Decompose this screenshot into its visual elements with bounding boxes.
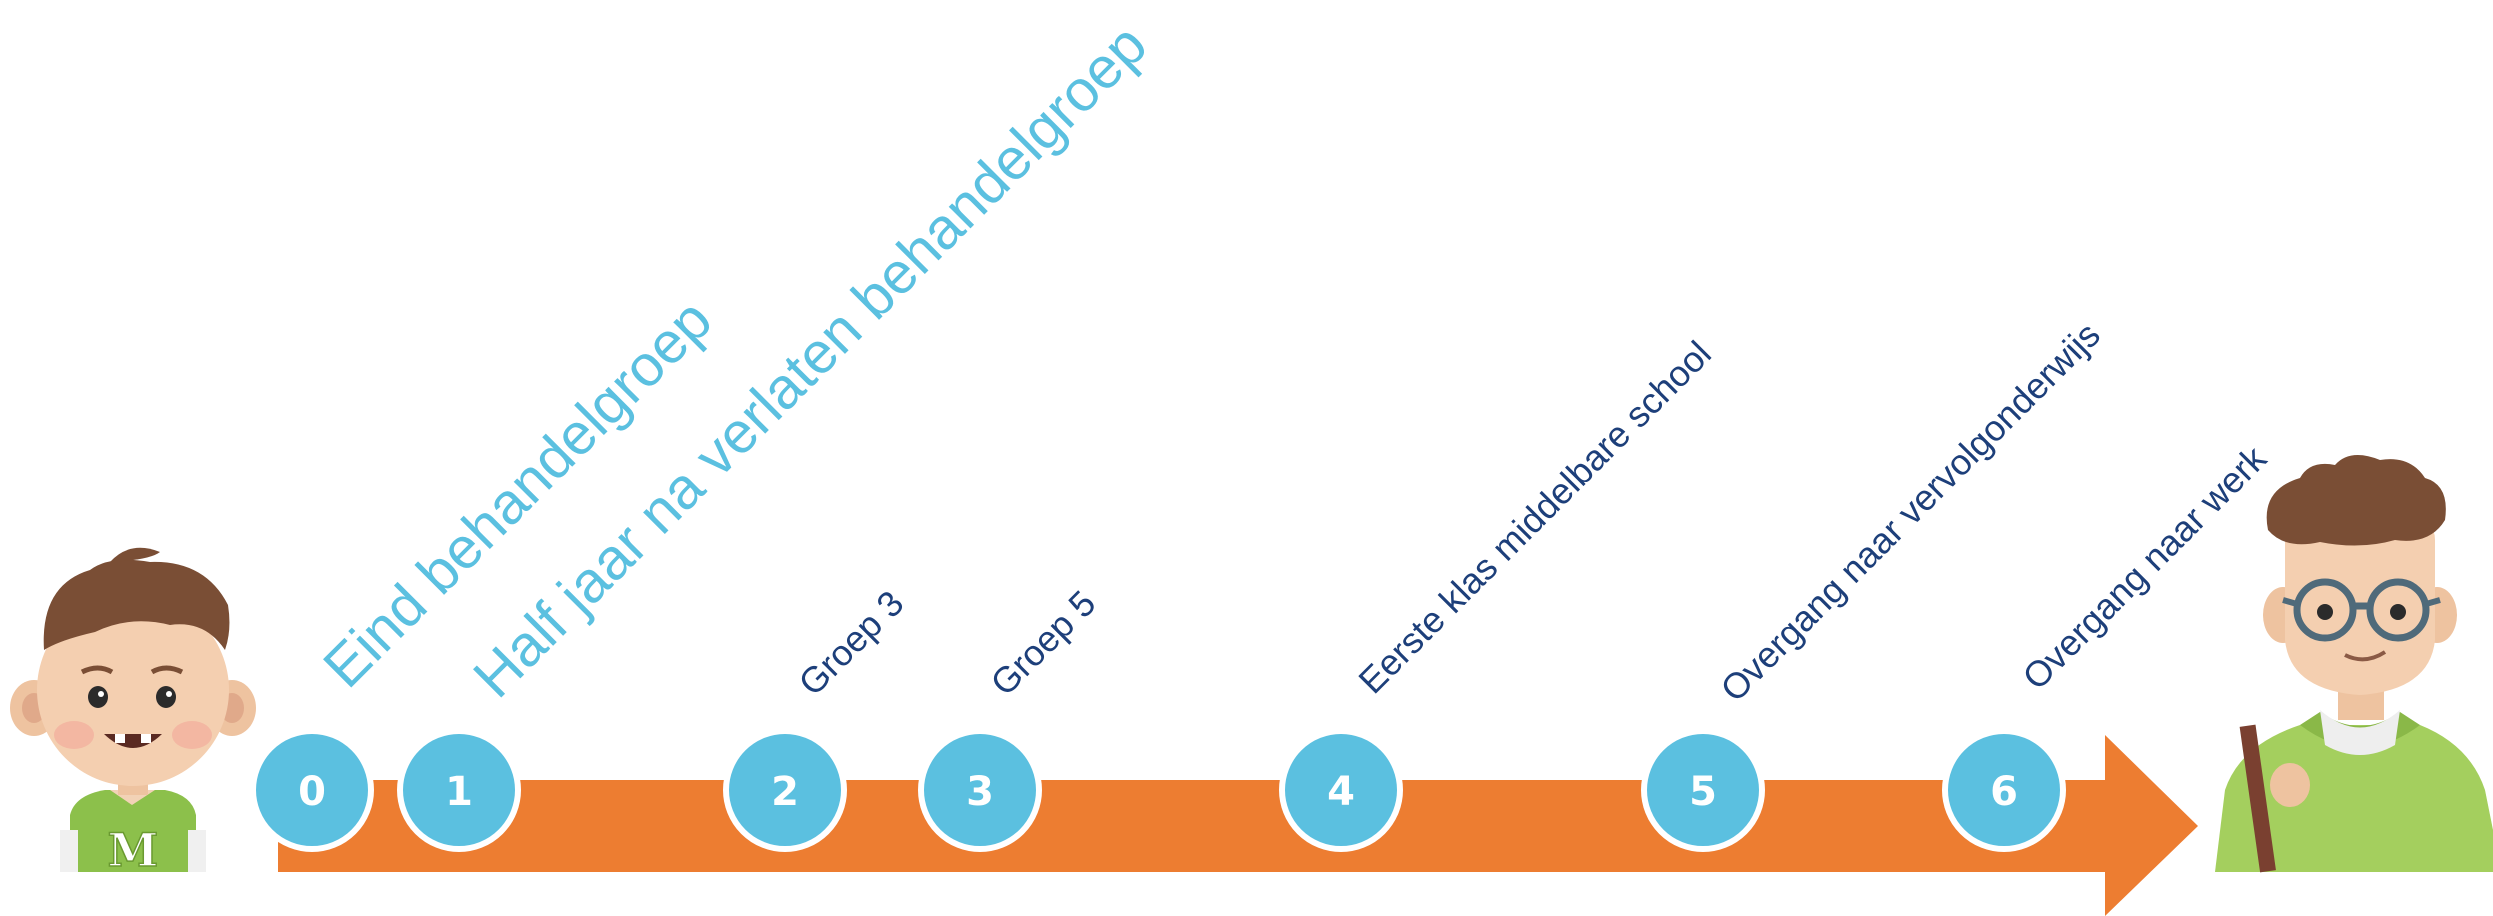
milestone-circle xyxy=(1641,728,1765,852)
milestone-circle xyxy=(1942,728,2066,852)
child-avatar-icon: M xyxy=(10,547,256,878)
milestone-number: 6 xyxy=(1990,769,2018,815)
milestone-circle xyxy=(250,728,374,852)
milestone-number: 3 xyxy=(966,769,994,815)
milestone-5: 5 xyxy=(1641,728,1765,852)
timeline-arrow xyxy=(278,735,2198,916)
milestone-0: 0 xyxy=(250,728,374,852)
milestone-number: 4 xyxy=(1327,769,1355,815)
milestone-2: 2 xyxy=(723,728,847,852)
milestone-6: 6 xyxy=(1942,728,2066,852)
milestone-4: 4 xyxy=(1279,728,1403,852)
milestone-number: 2 xyxy=(771,769,799,815)
shirt-letter: M xyxy=(108,823,159,877)
milestone-circle xyxy=(918,728,1042,852)
milestone-1: 1 xyxy=(397,728,521,852)
milestone-circle xyxy=(723,728,847,852)
milestone-circles: 0 1 2 3 4 5 6 xyxy=(250,728,2066,852)
young-adult-avatar-icon xyxy=(2215,455,2493,873)
milestone-circle xyxy=(1279,728,1403,852)
milestone-number: 0 xyxy=(298,769,326,815)
milestone-circle xyxy=(397,728,521,852)
milestone-number: 1 xyxy=(445,769,473,815)
milestone-3: 3 xyxy=(918,728,1042,852)
milestone-number: 5 xyxy=(1689,769,1717,815)
